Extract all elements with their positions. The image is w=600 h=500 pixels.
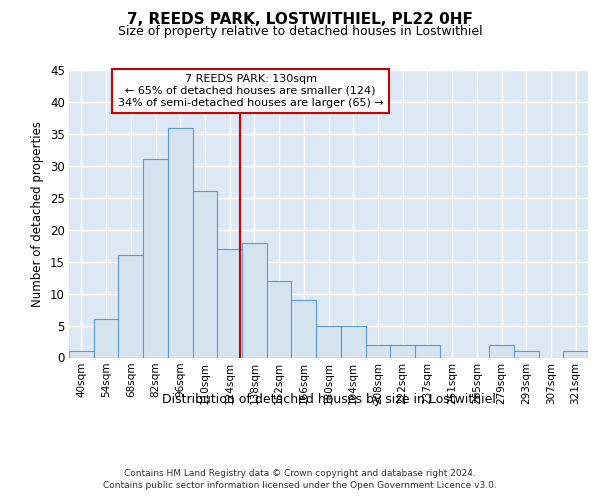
Text: Distribution of detached houses by size in Lostwithiel: Distribution of detached houses by size … bbox=[162, 392, 496, 406]
Bar bbox=[69, 351, 94, 358]
Bar bbox=[118, 256, 143, 358]
Bar bbox=[168, 128, 193, 358]
Text: 7, REEDS PARK, LOSTWITHIEL, PL22 0HF: 7, REEDS PARK, LOSTWITHIEL, PL22 0HF bbox=[127, 12, 473, 28]
Bar bbox=[341, 326, 365, 358]
Bar bbox=[489, 344, 514, 358]
Bar bbox=[217, 249, 242, 358]
Bar bbox=[514, 351, 539, 358]
Bar bbox=[415, 344, 440, 358]
Bar bbox=[316, 326, 341, 358]
Bar bbox=[365, 344, 390, 358]
Bar bbox=[390, 344, 415, 358]
Text: Contains public sector information licensed under the Open Government Licence v3: Contains public sector information licen… bbox=[103, 481, 497, 490]
Text: Contains HM Land Registry data © Crown copyright and database right 2024.: Contains HM Land Registry data © Crown c… bbox=[124, 469, 476, 478]
Y-axis label: Number of detached properties: Number of detached properties bbox=[31, 120, 44, 306]
Bar bbox=[267, 281, 292, 357]
Text: Size of property relative to detached houses in Lostwithiel: Size of property relative to detached ho… bbox=[118, 25, 482, 38]
Text: 7 REEDS PARK: 130sqm
← 65% of detached houses are smaller (124)
34% of semi-deta: 7 REEDS PARK: 130sqm ← 65% of detached h… bbox=[118, 74, 383, 108]
Bar bbox=[563, 351, 588, 358]
Bar bbox=[193, 192, 217, 358]
Bar bbox=[94, 319, 118, 358]
Bar bbox=[143, 160, 168, 358]
Bar bbox=[292, 300, 316, 358]
Bar bbox=[242, 242, 267, 358]
